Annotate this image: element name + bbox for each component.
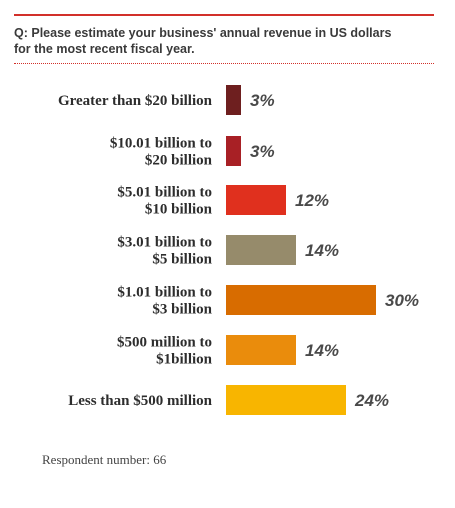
dotted-rule bbox=[14, 63, 434, 64]
value-label: 14% bbox=[305, 241, 339, 260]
category-label: Greater than $20 billion bbox=[58, 93, 213, 109]
respondent-note: Respondent number: 66 bbox=[42, 452, 167, 467]
category-label: $3.01 billion to $5 billion bbox=[117, 235, 212, 268]
top-rule bbox=[14, 14, 434, 16]
category-label-line: Greater than $20 billion bbox=[58, 93, 213, 109]
category-label-line: $1.01 billion to bbox=[117, 285, 212, 301]
category-label: Less than $500 million bbox=[68, 393, 212, 409]
category-label: $10.01 billion to $20 billion bbox=[110, 136, 213, 169]
category-label-line: $5.01 billion to bbox=[117, 185, 212, 201]
question-line-2: for the most recent fiscal year. bbox=[14, 42, 195, 56]
category-label-line: $500 million to bbox=[117, 335, 212, 351]
value-label: 24% bbox=[354, 391, 389, 410]
category-label-line: $20 billion bbox=[145, 153, 213, 169]
category-label-line: $1billion bbox=[156, 352, 213, 368]
category-label: $1.01 billion to $3 billion bbox=[117, 285, 212, 318]
bar bbox=[226, 385, 346, 415]
category-label-line: $10 billion bbox=[145, 202, 213, 218]
category-label: $5.01 billion to $10 billion bbox=[117, 185, 212, 218]
value-label: 30% bbox=[385, 291, 419, 310]
question-line-1: Q: Please estimate your business' annual… bbox=[14, 26, 392, 40]
category-label-line: $3 billion bbox=[152, 302, 212, 318]
value-label: 3% bbox=[250, 91, 275, 110]
bar bbox=[226, 136, 241, 166]
bar bbox=[226, 85, 241, 115]
bar bbox=[226, 235, 296, 265]
bar bbox=[226, 285, 376, 315]
value-label: 14% bbox=[305, 341, 339, 360]
category-label-line: $5 billion bbox=[152, 252, 212, 268]
value-label: 12% bbox=[295, 191, 329, 210]
category-label-line: Less than $500 million bbox=[68, 393, 212, 409]
category-label-line: $10.01 billion to bbox=[110, 136, 212, 152]
bar bbox=[226, 335, 296, 365]
category-label: $500 million to $1billion bbox=[117, 335, 213, 368]
question-text: Q: Please estimate your business' annual… bbox=[14, 25, 434, 57]
bar bbox=[226, 185, 286, 215]
value-label: 3% bbox=[250, 142, 275, 161]
category-label-line: $3.01 billion to bbox=[117, 235, 212, 251]
